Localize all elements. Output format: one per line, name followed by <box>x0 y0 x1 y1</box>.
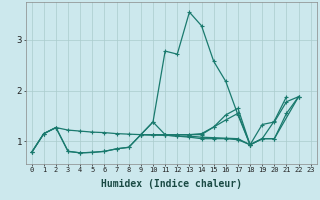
X-axis label: Humidex (Indice chaleur): Humidex (Indice chaleur) <box>101 179 242 189</box>
